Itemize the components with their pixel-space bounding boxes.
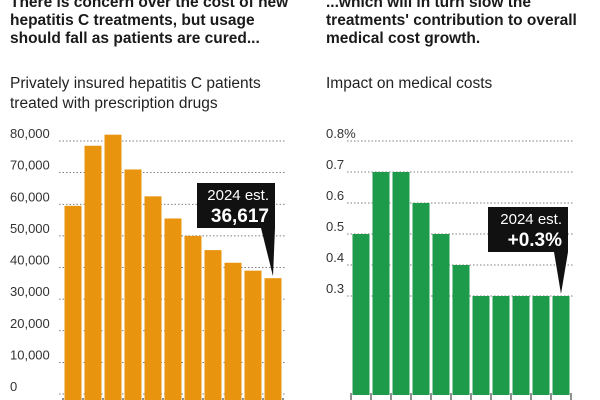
y-tick-label: 0.3: [326, 281, 344, 296]
left-subtitle-line: Privately insured hepatitis C patients: [10, 75, 261, 92]
right-panel: ...which will in turn slow the treatment…: [318, 0, 600, 400]
bar: [372, 172, 390, 395]
callout-pointer: [554, 252, 568, 294]
y-tick-label: 30,000: [10, 284, 50, 299]
left-headline: There is concern over the cost of new he…: [10, 0, 300, 48]
left-panel: There is concern over the cost of new he…: [10, 0, 300, 400]
y-tick-label: 0.7: [326, 157, 344, 172]
y-tick-label: 10,000: [10, 347, 50, 362]
bar: [532, 296, 550, 395]
left-subtitle-line: treated with prescription drugs: [10, 95, 218, 112]
bar: [264, 278, 282, 400]
y-tick-label: 60,000: [10, 189, 50, 204]
bar: [392, 172, 410, 395]
right-subtitle-line: Impact on medical costs: [326, 75, 493, 92]
y-tick-label: 0.8%: [326, 126, 356, 141]
y-tick-label: 70,000: [10, 158, 50, 173]
bar: [184, 235, 202, 400]
bar: [224, 262, 242, 400]
y-tick-label: 40,000: [10, 253, 50, 268]
callout-year: 2024 est.: [207, 187, 269, 204]
bar: [144, 196, 162, 400]
bar: [492, 296, 510, 395]
bar: [124, 169, 142, 400]
left-headline-line: There is concern over the cost of new: [10, 0, 289, 11]
callout-box: [197, 183, 275, 228]
bar: [472, 296, 490, 395]
y-tick-label: 80,000: [10, 126, 50, 141]
medical-cost-bar-chart: 0.3 0.4 0.5 0.6 0.7 0.8% 2024 est. +0.3%: [326, 126, 573, 400]
bar: [512, 296, 530, 395]
estimate-callout: 2024 est. +0.3%: [488, 207, 568, 294]
bar: [84, 145, 102, 400]
bar: [412, 203, 430, 395]
bar: [452, 265, 470, 395]
left-headline-line: should fall as patients are cured...: [10, 30, 260, 47]
y-tick-label: 0.6: [326, 188, 344, 203]
y-tick-label: 0.4: [326, 250, 344, 265]
right-subtitle: Impact on medical costs: [326, 74, 600, 94]
bar: [244, 270, 262, 400]
callout-year: 2024 est.: [500, 211, 562, 228]
right-headline-line: treatments' contribution to overall: [326, 12, 577, 29]
right-headline: ...which will in turn slow the treatment…: [326, 0, 600, 48]
callout-value: 36,617: [211, 206, 269, 227]
patients-bar-chart: 0 10,000 20,000 30,000 40,000 50,000 60,000 70,…: [10, 126, 285, 400]
bar: [204, 250, 222, 400]
callout-pointer: [261, 228, 275, 277]
bar: [64, 205, 82, 400]
left-headline-line: hepatitis C treatments, but usage: [10, 12, 255, 29]
estimate-callout: 2024 est. 36,617: [197, 183, 275, 277]
y-tick-label: 0: [10, 379, 17, 394]
y-tick-label: 20,000: [10, 316, 50, 331]
right-headline-line: medical cost growth.: [326, 30, 481, 47]
bar: [164, 218, 182, 400]
right-headline-line: ...which will in turn slow the: [326, 0, 531, 11]
y-tick-label: 50,000: [10, 221, 50, 236]
callout-value: +0.3%: [508, 230, 563, 251]
left-subtitle: Privately insured hepatitis C patients t…: [10, 74, 300, 114]
bar: [352, 234, 370, 395]
bar: [432, 234, 450, 395]
y-tick-label: 0.5: [326, 219, 344, 234]
bar: [552, 296, 570, 395]
callout-box: [488, 207, 568, 252]
bar: [104, 134, 122, 400]
